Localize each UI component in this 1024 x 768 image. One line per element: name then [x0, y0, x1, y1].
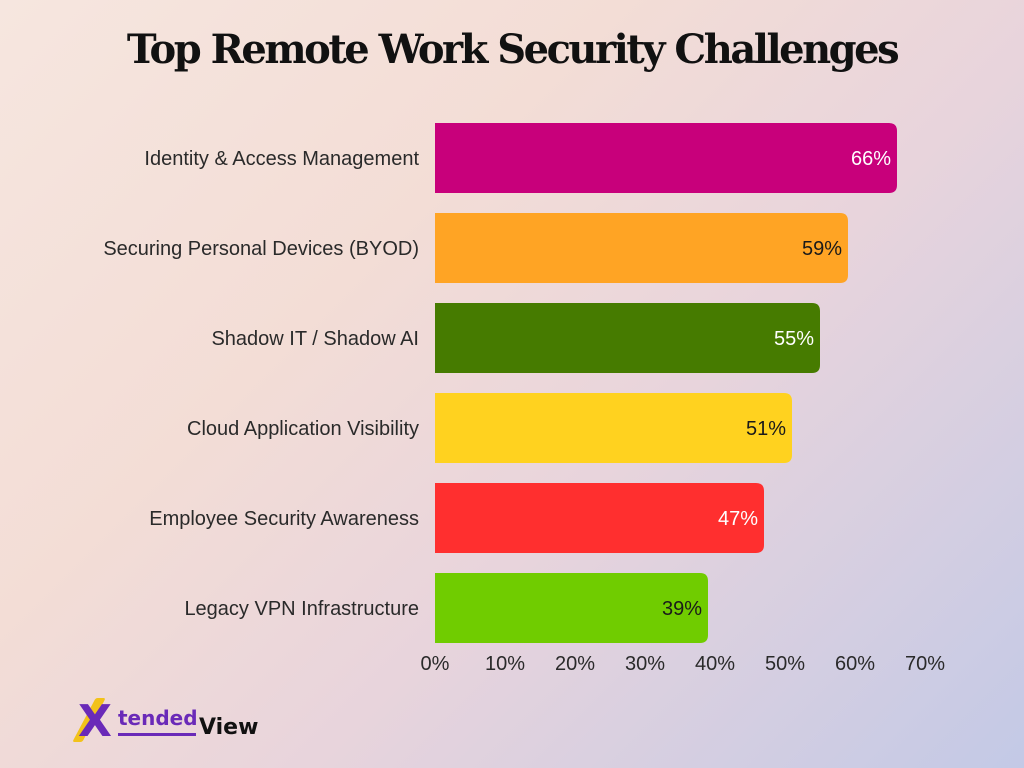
logo-word-tended: tended — [118, 706, 198, 730]
category-label: Cloud Application Visibility — [187, 418, 419, 440]
x-tick-label: 50% — [765, 653, 805, 675]
logo-x-mark: X — [78, 696, 112, 747]
logo-word-view: View — [199, 715, 259, 740]
logo-underline — [118, 733, 196, 736]
bar — [435, 303, 820, 373]
data-label: 55% — [774, 328, 814, 350]
x-tick-label: 20% — [555, 653, 595, 675]
data-label: 47% — [718, 508, 758, 530]
bar — [435, 393, 792, 463]
bar — [435, 123, 897, 193]
x-tick-label: 40% — [695, 653, 735, 675]
data-label: 39% — [662, 598, 702, 620]
x-tick-label: 10% — [485, 653, 525, 675]
bar — [435, 483, 764, 553]
x-tick-label: 70% — [905, 653, 945, 675]
category-label: Shadow IT / Shadow AI — [211, 328, 419, 350]
bar — [435, 213, 848, 283]
bar — [435, 573, 708, 643]
x-tick-label: 0% — [421, 653, 450, 675]
x-tick-label: 30% — [625, 653, 665, 675]
chart-title: Top Remote Work Security Challenges — [126, 26, 900, 73]
data-label: 66% — [851, 148, 891, 170]
category-label: Legacy VPN Infrastructure — [184, 598, 419, 620]
category-label: Securing Personal Devices (BYOD) — [103, 238, 419, 260]
category-label: Employee Security Awareness — [149, 508, 419, 530]
data-label: 59% — [802, 238, 842, 260]
x-tick-label: 60% — [835, 653, 875, 675]
data-label: 51% — [746, 418, 786, 440]
category-label: Identity & Access Management — [144, 148, 419, 170]
